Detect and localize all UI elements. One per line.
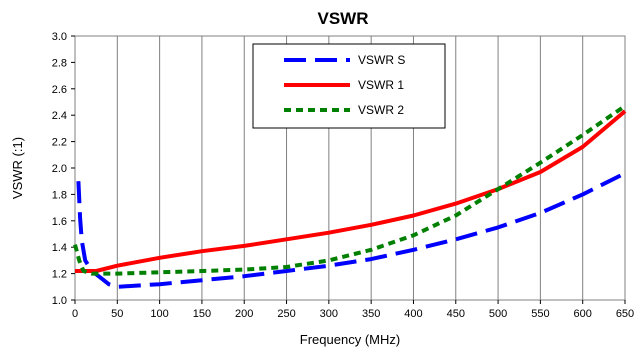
y-tick-label: 2.4 [52,110,67,122]
y-tick-label: 1.6 [52,216,67,228]
y-tick-label: 1.4 [52,242,67,254]
series-line-3 [73,104,627,276]
legend: VSWR S VSWR 1 VSWR 2 [252,43,446,129]
x-tick-label: 0 [72,308,78,320]
x-tick-label: 450 [447,308,465,320]
y-tick-label: 2.6 [52,84,67,96]
x-tick-label: 400 [404,308,422,320]
chart-title: VSWR [318,9,369,28]
x-tick-label: 150 [193,308,211,320]
legend-label-3: VSWR 2 [358,103,404,117]
x-tick-label: 600 [574,308,592,320]
x-tick-label: 350 [362,308,380,320]
x-axis-label: Frequency (MHz) [300,332,400,347]
x-tick-label: 300 [320,308,338,320]
x-tick-label: 200 [235,308,253,320]
series-line-2 [75,109,627,273]
y-tick-label: 1.0 [52,295,67,307]
y-axis-label: VSWR (:1) [10,137,25,199]
legend-label-1: VSWR S [358,53,405,67]
y-tick-label: 2.8 [52,57,67,69]
y-tick-label: 3.0 [52,31,67,43]
x-tick-label: 500 [489,308,507,320]
series-line-1 [76,171,626,289]
x-tick-label: 100 [150,308,168,320]
x-tick-label: 650 [616,308,634,320]
legend-label-2: VSWR 1 [358,78,404,92]
x-tick-label: 550 [531,308,549,320]
x-tick-label: 50 [111,308,123,320]
y-tick-label: 1.8 [52,189,67,201]
y-tick-label: 2.2 [52,137,67,149]
series-lines [73,104,627,289]
y-tick-label: 2.0 [52,163,67,175]
x-tick-label: 250 [277,308,295,320]
y-tick-label: 1.2 [52,269,67,281]
tick-labels: 0 50 100 150 200 250 300 350 400 450 500 550 600 650 1… [52,31,634,320]
